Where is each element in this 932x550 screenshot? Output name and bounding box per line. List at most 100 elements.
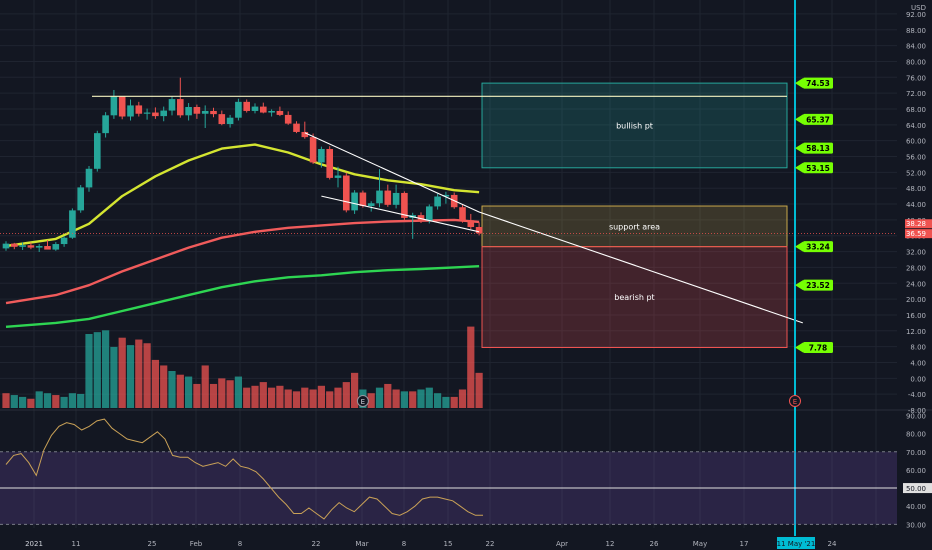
candle-body (401, 192, 408, 218)
time-tick-label: Mar (355, 540, 368, 548)
time-tick-label: May (693, 540, 707, 548)
target-label-text: 53.15 (806, 164, 830, 173)
ma-red-line (5, 218, 480, 305)
target-pointer (795, 162, 803, 173)
candle-body (77, 187, 84, 211)
price-tick-label: 12.00 (906, 328, 926, 336)
downtrend-lower-line (321, 195, 480, 233)
price-tick-label: 8.00 (910, 344, 926, 352)
price-tick-label: 28.00 (906, 264, 926, 272)
time-tick-label: 15 (444, 540, 453, 548)
volume-bar (475, 372, 483, 408)
oscillator-tick-label: 70.00 (906, 449, 926, 457)
volume-bar (168, 371, 176, 408)
target-pointer (795, 114, 803, 125)
candle-body (442, 194, 450, 197)
candle-body (60, 237, 68, 245)
volume-bar (118, 337, 126, 408)
volume-bar (442, 396, 450, 408)
price-tick-label: 76.00 (906, 74, 926, 82)
candle-body (44, 246, 51, 250)
downtrend-upper-line (304, 132, 803, 324)
candle-body (359, 192, 367, 207)
price-tick-label: 56.00 (906, 154, 926, 162)
price-tick-label: 24.00 (906, 280, 926, 288)
candle-body (218, 114, 226, 125)
candle-body (177, 99, 184, 116)
price-tick-label: -4.00 (908, 391, 926, 399)
candle-body (351, 192, 358, 211)
volume-bar (52, 395, 60, 408)
candle-body (69, 210, 76, 238)
volume-bar (326, 391, 334, 408)
volume-bar (143, 343, 151, 408)
price-tick-label: 32.00 (906, 249, 926, 257)
candle-body (268, 110, 275, 113)
earnings-marker (789, 395, 801, 407)
volume-bar (218, 378, 226, 408)
volume-bar (317, 385, 325, 408)
target-label-box (803, 162, 833, 174)
volume-bar (268, 387, 276, 408)
time-tick-label: 24 (828, 540, 837, 548)
candle-body (168, 99, 176, 111)
volume-bar (27, 398, 35, 408)
oscillator-midline-label: 50.00 (906, 485, 926, 493)
earnings-marker-label: E (361, 398, 365, 406)
time-tick-label: Apr (556, 540, 568, 548)
ema-yellow-line (5, 143, 480, 248)
volume-bar (193, 383, 201, 408)
currency-label: USD (911, 4, 926, 12)
volume-bar (243, 387, 251, 408)
volume-bar (185, 376, 193, 408)
candle-body (343, 175, 350, 211)
oscillator-tick-label: 30.00 (906, 521, 926, 529)
candle-body (193, 107, 201, 114)
volume-bar (309, 389, 317, 408)
oscillator-tick-label: 90.00 (906, 412, 926, 420)
price-tick-label: 0.00 (910, 375, 926, 383)
time-tick-label: 12 (606, 540, 615, 548)
time-tick-label: 2021 (25, 540, 43, 548)
cursor-date-label: 11 May '21 (777, 540, 816, 548)
volume-bar (292, 391, 301, 408)
axes: 92.0088.0084.0080.0076.0072.0068.0064.00… (0, 4, 932, 550)
oscillator-tick-label: 40.00 (906, 503, 926, 511)
volume-bar (351, 372, 359, 408)
candle-body (417, 215, 425, 221)
time-tick-label: 17 (740, 540, 749, 548)
price-tick-label: 44.00 (906, 201, 926, 209)
volume-bar (209, 383, 218, 408)
candle-body (2, 243, 10, 249)
candle-body (459, 207, 466, 221)
candle-body (467, 220, 475, 228)
volume-bar (176, 374, 184, 408)
candle-body (226, 117, 234, 125)
volume-bar (276, 385, 284, 408)
target-label-text: 65.37 (806, 115, 830, 124)
target-label-box (803, 341, 833, 353)
candle-body (475, 227, 483, 234)
volume-bar (93, 332, 101, 408)
volume-bar (251, 385, 259, 408)
volume-bar (334, 387, 342, 408)
volume-bar (160, 365, 168, 408)
oscillator-midline-box (903, 483, 932, 494)
price-tick-label: 80.00 (906, 58, 926, 66)
volume-bar (234, 376, 242, 408)
price-tick-label: 84.00 (906, 43, 926, 51)
volume-bar (85, 334, 93, 408)
volume-bar (284, 389, 292, 408)
volume-bar (10, 395, 18, 408)
volume-bar (375, 387, 384, 408)
volume-bar (367, 393, 375, 408)
volume-bar (110, 346, 118, 408)
candlesticks (2, 77, 483, 252)
volume-bar (450, 396, 458, 408)
prev-price-label: 36.59 (906, 230, 926, 238)
candle-body (318, 148, 325, 163)
volume-bar (425, 387, 433, 408)
price-tick-label: 92.00 (906, 11, 926, 19)
